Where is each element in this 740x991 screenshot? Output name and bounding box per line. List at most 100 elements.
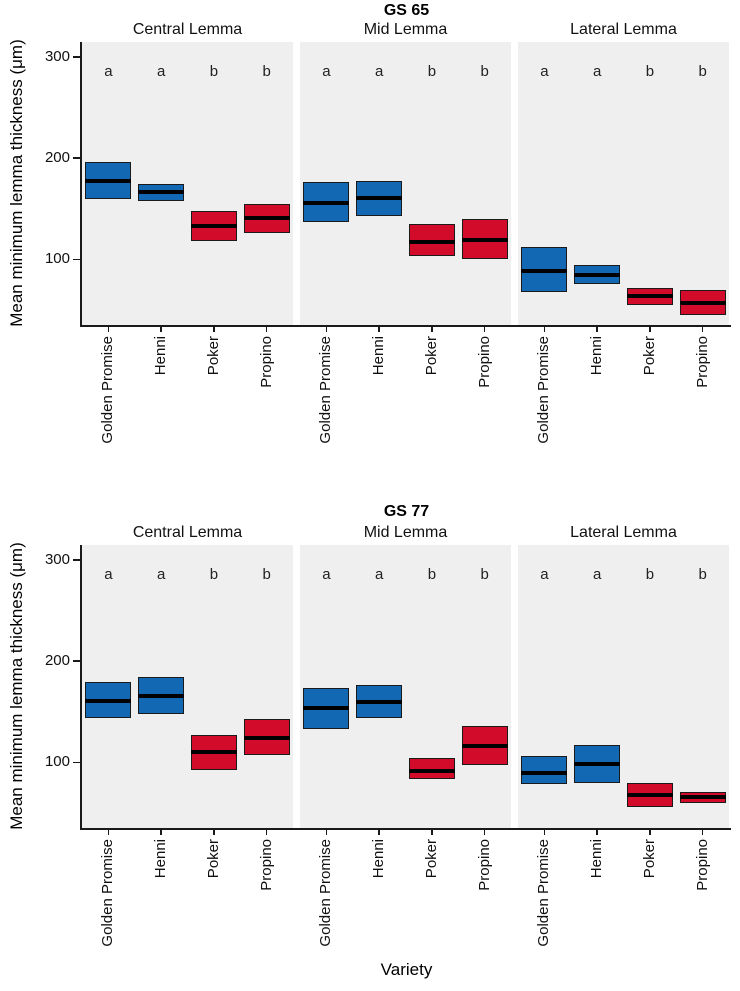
crossbar-box (679, 791, 726, 803)
facet-panel (518, 545, 729, 828)
x-tick-mark (649, 829, 651, 835)
x-tick-mark (701, 829, 704, 835)
y-axis-line (80, 545, 82, 829)
category-label-text: Poker (204, 336, 222, 376)
y-axis-title-text: Mean minimum lemma thickness (μm) (7, 542, 26, 830)
facet-title: Lateral Lemma (570, 21, 677, 38)
category-label: Propino (476, 335, 529, 388)
x-axis-line (80, 325, 731, 327)
category-label-text: Golden Promise (99, 839, 117, 947)
y-tick-label: 300 (44, 48, 70, 66)
x-tick-mark (543, 829, 546, 835)
category-label-text: Golden Promise (535, 839, 553, 947)
crossbar-box (356, 685, 403, 718)
chart-title-gs77: GS 77 (383, 503, 430, 520)
crossbar-midline (461, 744, 508, 749)
crossbar-box (461, 725, 508, 766)
facet-title: Central Lemma (132, 524, 243, 541)
crossbar-midline (303, 200, 350, 205)
crossbar-box (243, 718, 290, 756)
significance-letter: a (322, 63, 331, 81)
category-label-text: Golden Promise (535, 336, 553, 444)
crossbar-midline (626, 293, 673, 298)
y-tick-label: 200 (44, 652, 70, 670)
crossbar-box (626, 287, 673, 305)
y-tick-label: 100 (44, 250, 70, 268)
x-tick-mark (107, 829, 110, 835)
category-label-text: Propino (693, 839, 711, 891)
crossbar-midline (243, 736, 290, 741)
crossbar-box (356, 181, 403, 216)
crossbar-box (303, 687, 350, 729)
crossbar-box (574, 745, 621, 783)
significance-letter: b (480, 63, 489, 81)
x-axis-line (80, 828, 731, 830)
category-label: Poker (641, 335, 681, 375)
category-label-text: Propino (257, 839, 275, 891)
category-label-text: Henni (152, 336, 170, 376)
facet-title: Mid Lemma (363, 21, 448, 38)
significance-letter: b (698, 566, 707, 584)
chart-title-gs65: GS 65 (383, 2, 430, 19)
category-label-text: Poker (640, 336, 658, 376)
x-tick-mark (483, 326, 486, 332)
crossbar-midline (408, 768, 455, 773)
x-tick-mark (325, 829, 328, 835)
crossbar-midline (138, 189, 185, 194)
category-label-text: Henni (588, 839, 606, 879)
crossbar-midline (679, 300, 726, 305)
category-label: Henni (152, 335, 192, 375)
crossbar-midline (521, 770, 568, 775)
crossbar-midline (85, 698, 132, 703)
category-label-text: Henni (370, 336, 388, 376)
category-label: Henni (370, 838, 410, 878)
category-label-text: Poker (422, 336, 440, 376)
category-label: Propino (258, 335, 311, 388)
category-label: Propino (258, 838, 311, 891)
crossbar-midline (574, 272, 621, 277)
crossbar-box (574, 265, 621, 284)
crossbar-box (190, 210, 237, 242)
crossbar-midline (138, 693, 185, 698)
crossbar-midline (190, 224, 237, 229)
category-label: Henni (588, 335, 628, 375)
significance-letter: a (156, 63, 166, 81)
significance-letter: b (480, 566, 489, 584)
crossbar-box (303, 182, 350, 222)
x-tick-mark (596, 326, 598, 332)
x-tick-mark (160, 829, 162, 835)
category-label-text: Propino (475, 336, 493, 388)
facet-title: Central Lemma (132, 21, 243, 38)
significance-letter: a (592, 566, 602, 584)
category-label: Henni (152, 838, 192, 878)
crossbar-box (408, 758, 455, 780)
y-axis-line (80, 42, 82, 326)
crossbar-midline (521, 268, 568, 273)
significance-letter: a (104, 566, 113, 584)
significance-letter: b (209, 566, 219, 584)
significance-letter: a (540, 566, 549, 584)
crossbar-midline (85, 178, 132, 183)
crossbar-midline (303, 705, 350, 710)
significance-letter: a (374, 566, 384, 584)
category-label-text: Propino (257, 336, 275, 388)
category-label-text: Poker (422, 839, 440, 879)
crossbar-box (521, 756, 568, 784)
significance-letter: b (698, 63, 707, 81)
x-tick-mark (378, 326, 380, 332)
x-tick-mark (431, 326, 433, 332)
crossbar-midline (190, 750, 237, 755)
significance-letter: b (645, 63, 655, 81)
crossbar-box (138, 677, 185, 714)
x-tick-mark (701, 326, 704, 332)
y-tick-mark (73, 559, 80, 561)
crossbar-box (461, 218, 508, 260)
x-tick-mark (160, 326, 162, 332)
y-tick-mark (73, 56, 80, 58)
crossbar-box (408, 223, 455, 257)
x-tick-mark (265, 326, 268, 332)
crossbar-box (190, 735, 237, 771)
facet-panel (300, 545, 511, 828)
x-tick-mark (213, 829, 215, 835)
category-label: Henni (370, 335, 410, 375)
